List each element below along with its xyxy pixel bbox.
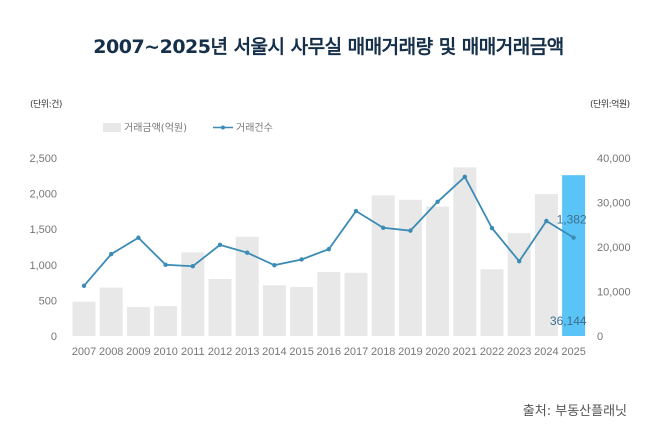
legend-bar-label: 거래금액(억원) bbox=[124, 122, 187, 134]
chart-title: 2007~2025년 서울시 사무실 매매거래량 및 매매거래금액 bbox=[93, 36, 564, 58]
x-tick-label: 2017 bbox=[344, 346, 368, 358]
x-tick-label: 2018 bbox=[371, 346, 395, 358]
bar-2009 bbox=[126, 307, 150, 336]
legend-line-label: 거래건수 bbox=[236, 122, 273, 134]
x-tick-label: 2025 bbox=[561, 346, 585, 358]
bar-2025 bbox=[562, 175, 586, 336]
bar-2021 bbox=[453, 167, 477, 336]
line-point-2007 bbox=[81, 283, 87, 289]
right-axis-unit: (단위:억원) bbox=[590, 100, 630, 110]
line-point-2015 bbox=[299, 257, 304, 262]
legend-line-marker bbox=[221, 125, 225, 130]
line-point-2020 bbox=[435, 199, 440, 204]
left-tick-label: 0 bbox=[51, 331, 57, 343]
bar-2012 bbox=[208, 279, 232, 336]
bar-2020 bbox=[426, 206, 450, 336]
right-tick-label: 40,000 bbox=[597, 153, 631, 165]
bar-2008 bbox=[99, 287, 123, 336]
x-tick-label: 2008 bbox=[99, 346, 123, 358]
x-tick-label: 2015 bbox=[289, 346, 313, 358]
x-tick-label: 2012 bbox=[208, 346, 232, 358]
line-point-2025 bbox=[571, 235, 576, 240]
line-point-2024 bbox=[544, 218, 549, 224]
right-tick-label: 20,000 bbox=[597, 242, 631, 254]
line-point-2012 bbox=[217, 242, 223, 248]
source-note: 출처: 부동산플래닛 bbox=[522, 404, 627, 419]
bar-2011 bbox=[181, 252, 205, 336]
right-tick-label: 0 bbox=[597, 331, 603, 343]
left-tick-label: 2,000 bbox=[29, 189, 57, 201]
x-tick-label: 2013 bbox=[235, 346, 259, 358]
x-tick-label: 2019 bbox=[398, 346, 422, 358]
line-point-2021 bbox=[462, 174, 467, 180]
bar-2010 bbox=[154, 306, 178, 336]
left-tick-label: 500 bbox=[39, 295, 57, 307]
x-tick-label: 2021 bbox=[453, 346, 477, 358]
line-point-2008 bbox=[109, 251, 114, 257]
line-point-2017 bbox=[353, 208, 359, 214]
bar-2023 bbox=[507, 233, 531, 336]
bar-2015 bbox=[290, 287, 314, 336]
line-point-2023 bbox=[517, 259, 522, 264]
bar-2013 bbox=[235, 236, 259, 336]
bar-2007 bbox=[72, 301, 96, 336]
bar-2014 bbox=[262, 285, 286, 336]
bar-data-label: 36,144 bbox=[550, 314, 587, 328]
line-data-label: 1,382 bbox=[557, 213, 587, 227]
legend-bar-swatch bbox=[103, 123, 121, 132]
line-point-2016 bbox=[326, 246, 331, 252]
x-tick-label: 2024 bbox=[534, 346, 558, 358]
line-point-2010 bbox=[163, 262, 168, 267]
left-tick-label: 1,500 bbox=[29, 224, 57, 236]
x-tick-label: 2016 bbox=[317, 346, 341, 358]
line-point-2013 bbox=[245, 250, 250, 255]
x-tick-label: 2009 bbox=[126, 346, 150, 358]
line-point-2014 bbox=[272, 262, 277, 268]
bar-2017 bbox=[344, 272, 368, 336]
x-tick-label: 2011 bbox=[181, 346, 205, 358]
left-tick-label: 1,000 bbox=[29, 260, 57, 272]
x-tick-label: 2007 bbox=[72, 346, 96, 358]
line-point-2011 bbox=[190, 264, 195, 269]
left-tick-label: 2,500 bbox=[29, 153, 57, 165]
line-point-2018 bbox=[381, 225, 386, 230]
line-point-2019 bbox=[408, 228, 413, 233]
bar-2022 bbox=[480, 269, 504, 336]
bar-2019 bbox=[398, 199, 422, 336]
right-tick-label: 30,000 bbox=[597, 198, 631, 210]
x-tick-label: 2010 bbox=[153, 346, 177, 358]
x-tick-label: 2023 bbox=[507, 346, 531, 358]
right-tick-label: 10,000 bbox=[597, 287, 631, 299]
x-tick-label: 2020 bbox=[425, 346, 449, 358]
x-tick-label: 2022 bbox=[480, 346, 504, 358]
x-tick-label: 2014 bbox=[262, 346, 286, 358]
bar-2016 bbox=[317, 271, 341, 336]
line-point-2022 bbox=[489, 225, 495, 231]
bar-2018 bbox=[371, 195, 395, 336]
line-point-2009 bbox=[136, 235, 141, 240]
left-axis-unit: (단위:건) bbox=[30, 100, 62, 110]
